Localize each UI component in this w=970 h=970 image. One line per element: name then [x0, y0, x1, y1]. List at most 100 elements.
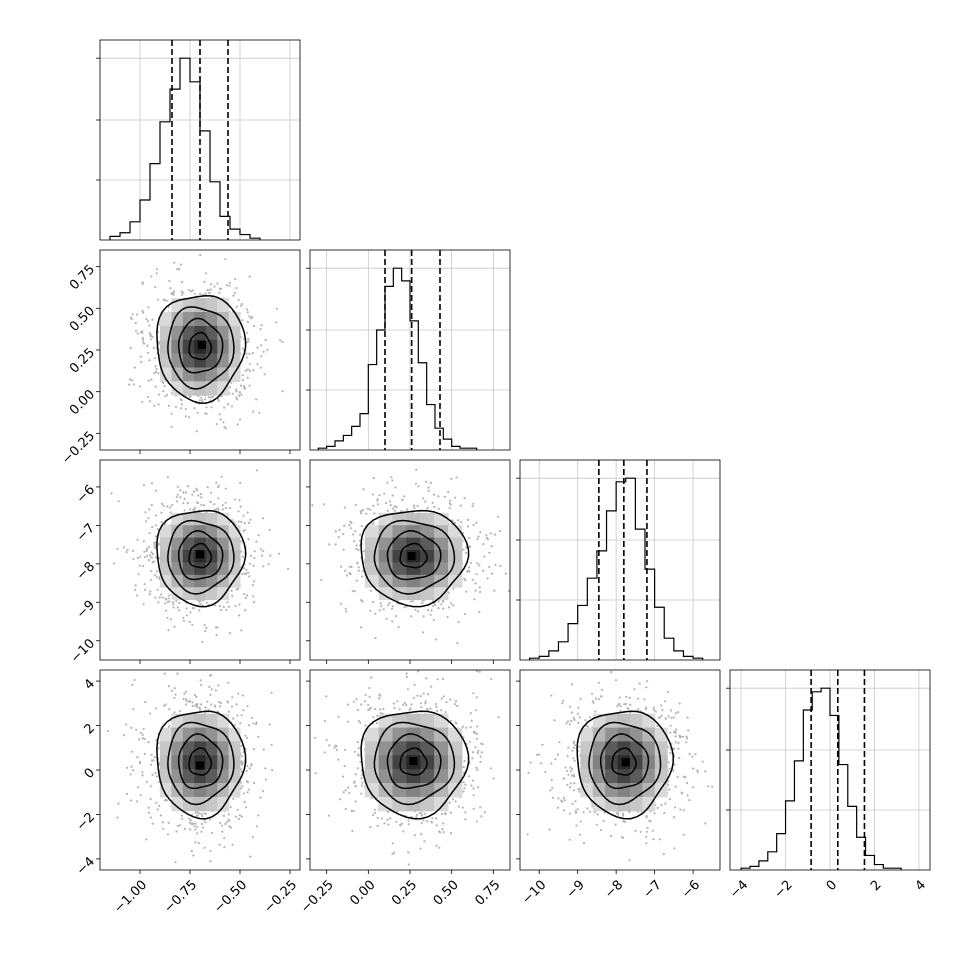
scatter-point	[139, 385, 142, 388]
scatter-point	[403, 495, 406, 498]
scatter-point	[191, 701, 194, 704]
scatter-point	[464, 811, 467, 814]
scatter-point	[435, 824, 438, 827]
scatter-point	[172, 601, 175, 604]
scatter-point	[170, 425, 173, 428]
scatter-point	[360, 792, 363, 795]
density-cell	[205, 769, 218, 784]
scatter-point	[623, 820, 627, 823]
scatter-point	[621, 836, 624, 839]
scatter-point	[248, 575, 251, 578]
scatter-point	[480, 815, 483, 818]
scatter-point	[667, 761, 670, 764]
scatter-point	[314, 736, 317, 739]
scatter-point	[470, 784, 473, 787]
scatter-point	[344, 748, 347, 751]
scatter-point	[208, 685, 211, 688]
scatter-point	[270, 691, 273, 694]
x-tick-label: 0	[824, 878, 840, 894]
contour-line	[177, 733, 224, 790]
scatter-point	[572, 716, 575, 720]
scatter-point	[527, 771, 530, 774]
scatter-point	[480, 751, 483, 754]
scatter-point	[634, 829, 637, 832]
scatter-point	[472, 692, 475, 695]
scatter-point	[393, 505, 396, 508]
scatter-point	[214, 604, 217, 607]
scatter-point	[462, 548, 465, 551]
scatter-point	[481, 743, 484, 746]
scatter-point	[204, 398, 207, 401]
density-cell	[642, 741, 656, 756]
scatter-point	[148, 359, 151, 362]
density-cell	[182, 741, 195, 756]
scatter-point	[154, 596, 157, 599]
scatter-point	[154, 772, 157, 775]
scatter-point	[234, 498, 237, 501]
scatter-point	[673, 806, 677, 809]
scatter-point	[151, 822, 154, 825]
scatter-point	[129, 799, 133, 802]
scatter-point	[151, 336, 154, 339]
scatter-point	[173, 687, 176, 690]
scatter-point	[684, 776, 687, 779]
scatter-point	[475, 573, 478, 576]
scatter-point	[673, 816, 676, 819]
scatter-point	[701, 760, 704, 763]
density-cell	[228, 574, 241, 588]
scatter-point	[166, 833, 169, 836]
scatter-point	[196, 825, 199, 828]
scatter-point	[345, 610, 348, 613]
scatter-point	[682, 833, 685, 836]
panel-frame	[729, 669, 931, 871]
scatter-point	[157, 577, 161, 580]
density-cell	[630, 727, 643, 742]
scatter-point	[147, 741, 150, 744]
density-cell	[205, 574, 218, 588]
scatter-point	[572, 742, 575, 745]
scatter-point	[198, 609, 201, 612]
scatter-point	[323, 751, 326, 754]
scatter-point	[141, 281, 144, 284]
scatter-point	[599, 828, 602, 832]
x-tick-label: 4	[913, 878, 929, 894]
scatter-point	[151, 773, 154, 776]
density-cell	[630, 796, 643, 812]
scatter-point	[136, 538, 139, 541]
scatter-point	[349, 573, 352, 576]
density-cell	[205, 741, 218, 756]
scatter-point	[170, 689, 173, 692]
scatter-point	[248, 767, 251, 770]
scatter-point	[380, 817, 383, 820]
scatter-point	[126, 548, 129, 551]
density-peak	[407, 552, 416, 561]
density-cell	[194, 367, 207, 382]
scatter-point	[107, 729, 110, 733]
scatter-point	[248, 362, 251, 365]
y-tick-label: 2	[82, 721, 98, 737]
scatter-point	[449, 503, 452, 506]
scatter-point	[151, 318, 154, 321]
scatter-point	[144, 520, 148, 523]
density-cell	[630, 783, 643, 798]
scatter-point	[691, 755, 694, 758]
scatter-point	[248, 352, 251, 355]
scatter-point	[494, 563, 497, 566]
scatter-point	[475, 737, 478, 740]
contour-line	[156, 295, 247, 404]
scatter-point	[258, 411, 261, 414]
scatter-point	[405, 675, 408, 678]
scatter-point	[148, 532, 151, 535]
scatter-point	[131, 313, 134, 316]
scatter-point	[149, 816, 152, 819]
scatter-point	[209, 491, 213, 494]
scatter-point	[224, 487, 227, 490]
scatter-point	[165, 299, 168, 302]
scatter-point	[393, 706, 396, 709]
scatter-point	[413, 834, 416, 837]
density-cell	[617, 769, 631, 784]
scatter-point	[150, 482, 154, 485]
scatter-point	[192, 490, 196, 493]
scatter-point	[467, 775, 471, 778]
scatter-point	[125, 723, 128, 726]
